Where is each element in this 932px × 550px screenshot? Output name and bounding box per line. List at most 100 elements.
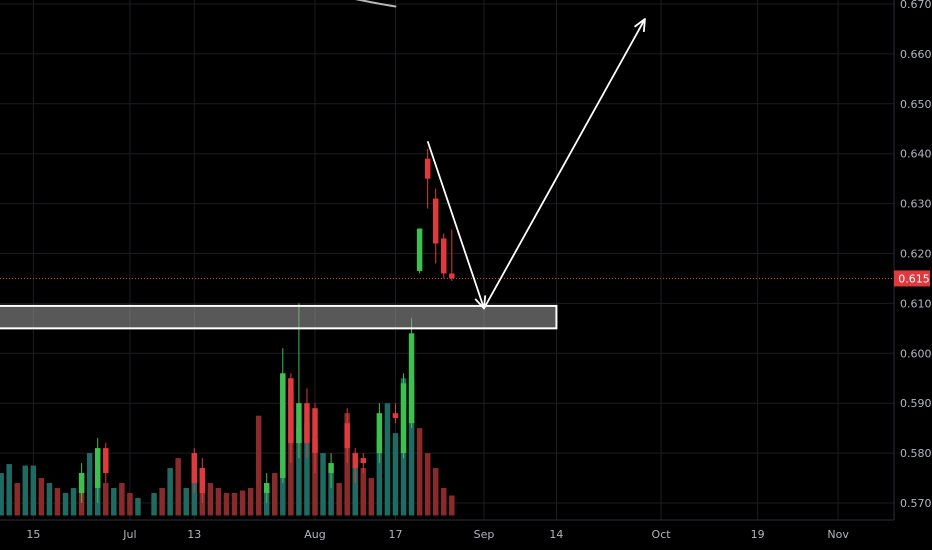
x-tick-label: Jul [122, 528, 136, 541]
volume-bar [368, 478, 375, 516]
overlay-candle [280, 373, 286, 479]
volume-bar [207, 483, 214, 516]
volume-bar [215, 488, 222, 516]
volume-bar [14, 483, 20, 516]
y-tick-label: 0.570 [900, 497, 932, 510]
volume-bar [167, 468, 173, 516]
volume-bar [159, 488, 165, 516]
x-tick-label: Sep [474, 528, 495, 541]
volume-bar [62, 493, 69, 516]
x-tick-label: 14 [549, 528, 563, 541]
candle [432, 198, 439, 244]
volume-bar [70, 488, 77, 516]
overlay-candle [191, 453, 198, 484]
volume-bar [0, 473, 4, 516]
y-tick-label: 0.610 [900, 297, 932, 310]
volume-bar [255, 415, 262, 516]
volume-bar [127, 493, 133, 516]
volume-bar [272, 473, 278, 516]
volume-bar [432, 468, 439, 516]
volume-bar [223, 493, 230, 516]
volume-bar [151, 493, 157, 516]
volume-bar [135, 498, 141, 516]
arrow-head-up [634, 18, 646, 32]
overlay-candle [78, 473, 85, 494]
arrow-head-down [474, 295, 487, 310]
y-tick-label: 0.630 [900, 198, 932, 211]
volume-bar [54, 488, 61, 516]
volume-bar [449, 495, 455, 516]
volume-bar [38, 478, 45, 516]
volume-bar [328, 473, 334, 516]
x-tick-label: 19 [751, 528, 765, 541]
volume-bar [247, 488, 254, 516]
y-tick-label: 0.590 [900, 397, 932, 410]
volume-bar [231, 493, 238, 516]
overlay-candle [304, 403, 310, 444]
volume-bar [103, 483, 109, 516]
overlay-candle [199, 468, 206, 494]
overlay-candle [344, 423, 350, 449]
x-tick-label: 13 [187, 528, 201, 541]
volume-bar [441, 488, 447, 516]
y-tick-label: 0.580 [900, 447, 932, 460]
candle [441, 238, 447, 274]
overlay-candle [328, 463, 334, 474]
volume-bar [175, 458, 181, 516]
last-price-tag: 0.615 [894, 270, 930, 287]
volume-bar [392, 433, 399, 516]
volume-bar [6, 464, 12, 516]
brush-stroke[interactable] [355, 0, 397, 8]
y-tick-label: 0.670 [900, 0, 932, 11]
candle [449, 273, 455, 279]
overlay-candle [94, 448, 101, 489]
volume-bar [312, 438, 318, 516]
overlay-candle [103, 448, 109, 474]
volume-bar [191, 473, 198, 516]
overlay-candle [360, 458, 367, 464]
volume-bar [22, 465, 29, 516]
grid [0, 0, 894, 520]
x-tick-label: Nov [827, 528, 849, 541]
volume-bar [239, 490, 246, 516]
y-tick-label: 0.650 [900, 98, 932, 111]
volume-bar [352, 458, 358, 516]
x-tick-label: 17 [388, 528, 402, 541]
volume-bar [408, 378, 415, 516]
volume-bar [384, 403, 391, 516]
overlay-candle [288, 378, 294, 444]
y-tick-label: 0.640 [900, 148, 932, 161]
overlay-candle [400, 383, 407, 454]
volume-bar [320, 453, 326, 516]
volume-bar [119, 483, 125, 516]
y-tick-labels: 0.670 0.660 0.650 0.640 0.630 0.620 0.610 0.600… [900, 0, 932, 510]
x-tick-label: Oct [652, 528, 672, 541]
candle [424, 158, 431, 179]
overlay-candle [312, 408, 318, 454]
candle [416, 228, 423, 271]
support-zone-rectangle[interactable] [0, 304, 558, 330]
y-tick-label: 0.620 [900, 248, 932, 261]
last-price-tag-bg [894, 270, 930, 287]
time-axis-panel[interactable] [0, 520, 932, 550]
overlay-candle [263, 483, 270, 494]
volume-bar [46, 483, 53, 516]
overlay-candle [376, 413, 383, 454]
drawings[interactable] [0, 0, 646, 330]
x-tick-labels: 15 Jul 13 Aug 17 Sep 14 Oct 19 Nov [26, 528, 849, 541]
volume-bar [416, 428, 423, 516]
volume-bar [183, 488, 189, 516]
x-tick-label: Aug [304, 528, 325, 541]
overlay-candle [408, 333, 415, 424]
volume-bar [360, 468, 367, 516]
overlay-candle [296, 403, 302, 444]
candles [416, 148, 455, 281]
volume-bar [376, 438, 383, 516]
volume-bar [304, 423, 310, 516]
volume-bar [30, 465, 37, 516]
volume-bar [111, 488, 117, 516]
x-tick-label: 15 [26, 528, 40, 541]
